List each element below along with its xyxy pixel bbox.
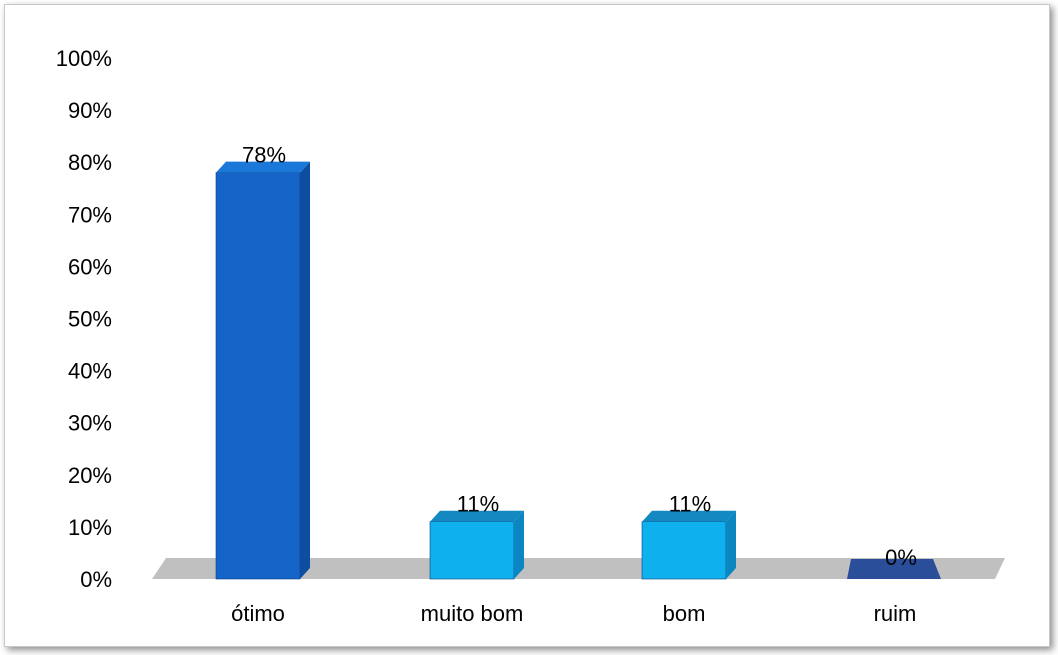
- data-label: 0%: [885, 545, 917, 570]
- y-tick-label: 80%: [68, 150, 112, 175]
- bar-top: [430, 510, 524, 522]
- bar-top: [216, 161, 310, 173]
- bar-4: [847, 559, 941, 579]
- bar-side: [726, 510, 736, 579]
- y-tick-label: 30%: [68, 411, 112, 436]
- bar-front: [215, 172, 301, 580]
- bar-top: [847, 559, 941, 579]
- chart-frame: [4, 4, 1050, 647]
- y-tick-label: 70%: [68, 202, 112, 227]
- bar-2: [429, 510, 524, 580]
- y-tick-label: 10%: [68, 515, 112, 540]
- bar-front: [429, 521, 515, 580]
- data-label: 11%: [669, 492, 711, 517]
- bar-side: [300, 161, 310, 579]
- x-category-label: ótimo: [231, 601, 285, 626]
- y-tick-label: 40%: [68, 359, 112, 384]
- x-category-label: muito bom: [421, 601, 524, 626]
- chart-floor: [152, 558, 1005, 579]
- y-tick-label: 60%: [68, 254, 112, 279]
- bar-side: [514, 510, 524, 579]
- data-label: 11%: [457, 492, 499, 517]
- x-category-label: bom: [663, 601, 706, 626]
- y-tick-label: 100%: [56, 46, 112, 71]
- bar-top: [642, 510, 736, 522]
- bar-1: [215, 161, 310, 580]
- bar-front: [641, 521, 727, 580]
- y-tick-label: 90%: [68, 98, 112, 123]
- data-label: 78%: [242, 143, 286, 168]
- bar-3: [641, 510, 736, 580]
- x-category-label: ruim: [874, 601, 917, 626]
- y-tick-label: 20%: [68, 463, 112, 488]
- y-tick-label: 50%: [68, 307, 112, 332]
- y-tick-label: 0%: [80, 567, 112, 592]
